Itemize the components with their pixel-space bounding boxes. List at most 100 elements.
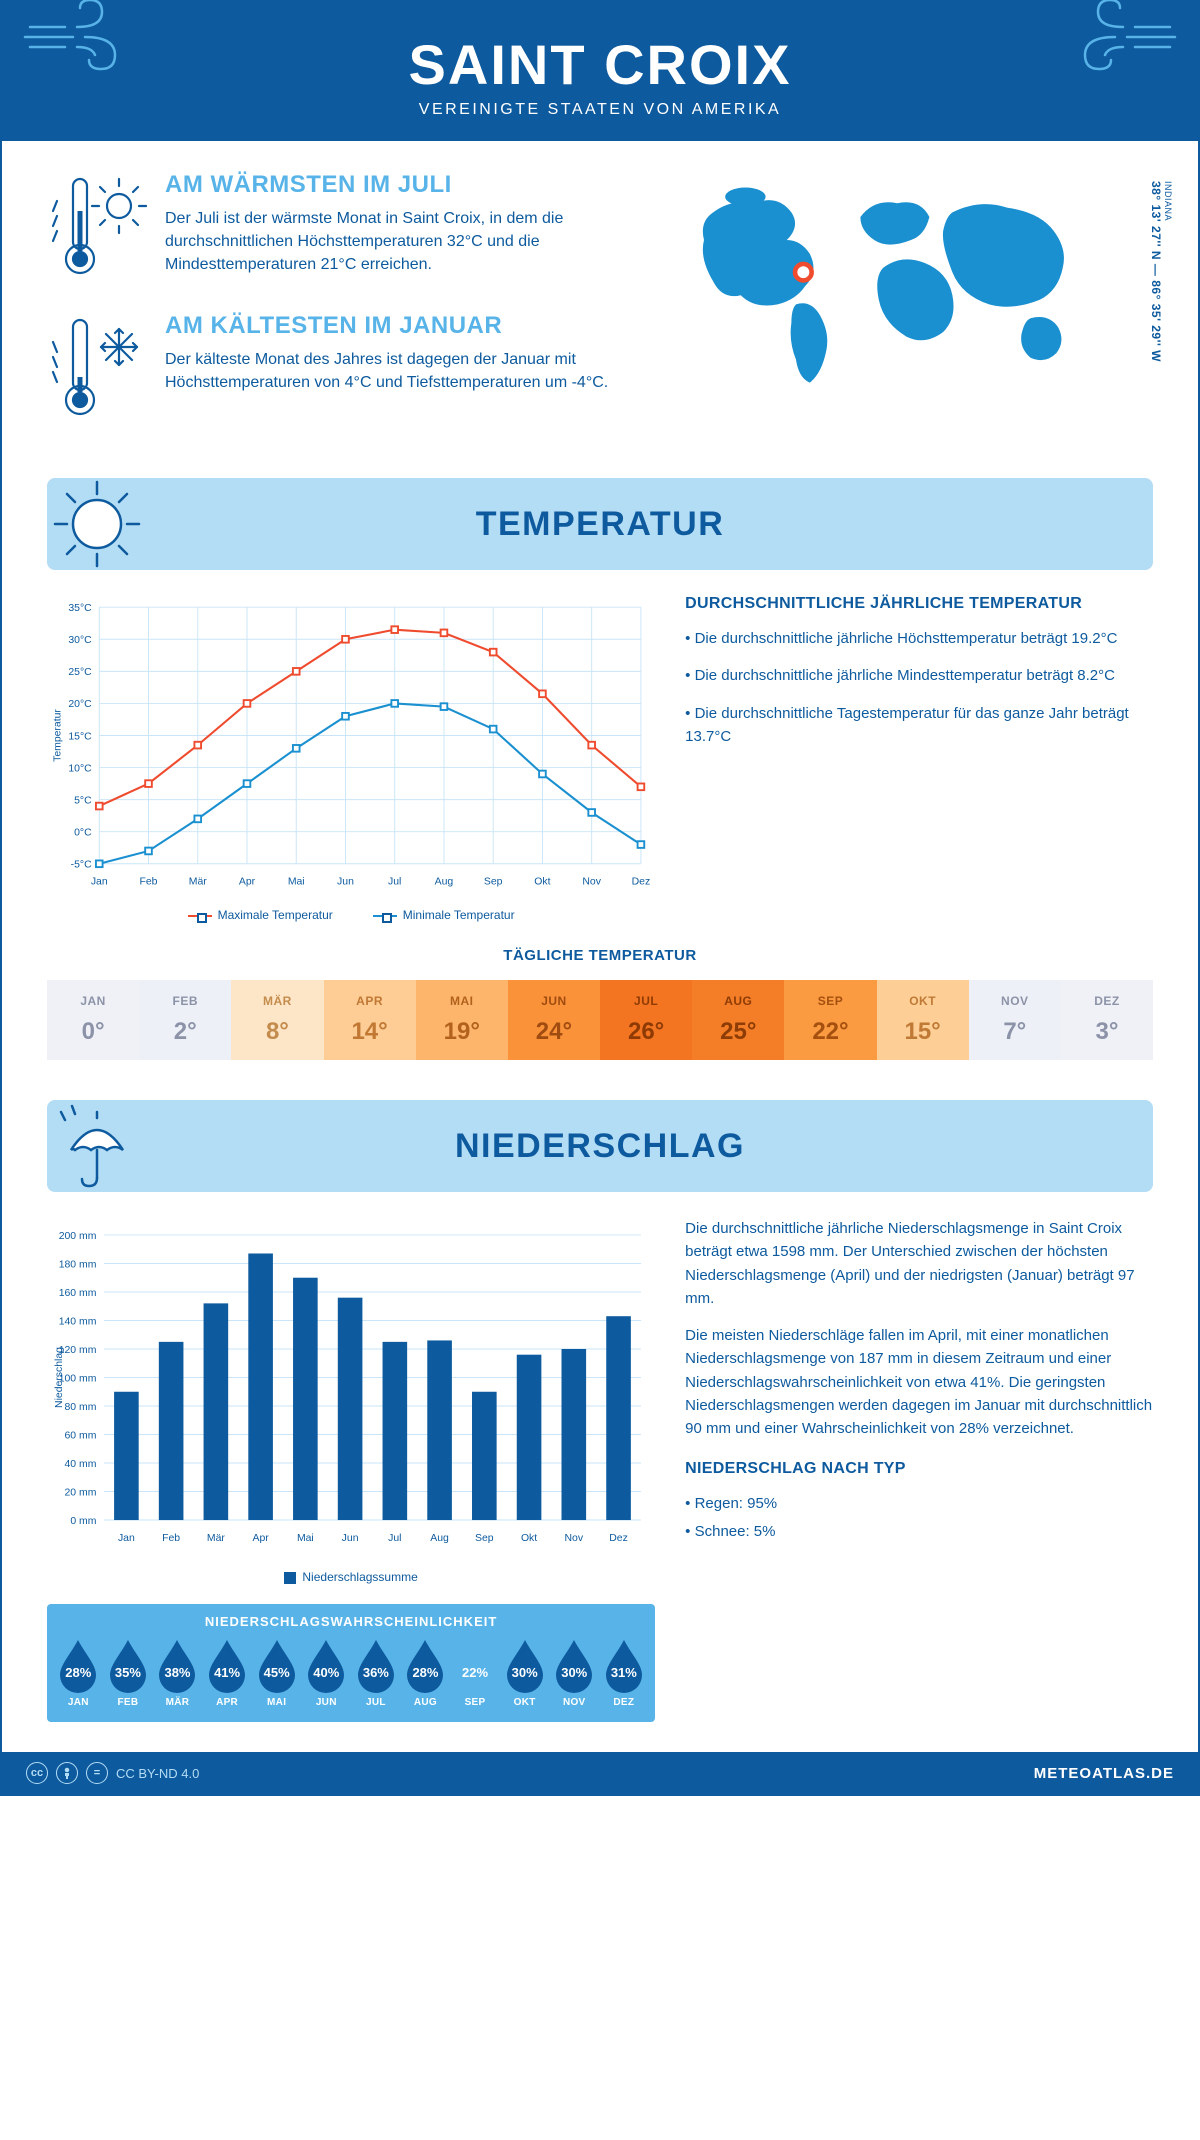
temp-cell: MAI 19°: [416, 980, 508, 1060]
temp-cell-month: SEP: [784, 994, 876, 1008]
precipitation-row: 0 mm20 mm40 mm60 mm80 mm100 mm120 mm140 …: [47, 1217, 1153, 1722]
drop-percent: 41%: [204, 1665, 251, 1680]
drop-cell: 30% NOV: [551, 1637, 598, 1708]
precipitation-probability-box: NIEDERSCHLAGSWAHRSCHEINLICHKEIT 28% JAN …: [47, 1604, 655, 1722]
drop-percent: 30%: [551, 1665, 598, 1680]
daily-temperature: TÄGLICHE TEMPERATUR JAN 0° FEB 2° MÄR 8°…: [47, 947, 1153, 1060]
svg-text:20 mm: 20 mm: [65, 1487, 97, 1498]
svg-text:180 mm: 180 mm: [59, 1259, 97, 1270]
svg-text:35°C: 35°C: [68, 603, 92, 614]
coords-value: 38° 13' 27'' N — 86° 35' 29'' W: [1149, 181, 1163, 362]
drop-month: AUG: [402, 1697, 449, 1708]
drop-percent: 28%: [402, 1665, 449, 1680]
svg-text:40 mm: 40 mm: [65, 1459, 97, 1470]
temp-cell-month: JUL: [600, 994, 692, 1008]
drop-percent: 45%: [253, 1665, 300, 1680]
svg-text:-5°C: -5°C: [71, 860, 92, 871]
drop-cell: 41% APR: [204, 1637, 251, 1708]
drop-cell: 38% MÄR: [154, 1637, 201, 1708]
temp-cell-month: MÄR: [231, 994, 323, 1008]
temp-cell-value: 2°: [139, 1018, 231, 1046]
drop-month: DEZ: [601, 1697, 648, 1708]
svg-text:Niederschlag: Niederschlag: [54, 1347, 65, 1408]
svg-text:Apr: Apr: [252, 1533, 269, 1544]
umbrella-icon: [47, 1100, 147, 1192]
drop-icon: 30%: [551, 1637, 598, 1693]
site-name: METEOATLAS.DE: [1034, 1765, 1174, 1782]
temp-cell-month: OKT: [877, 994, 969, 1008]
temp-cell: JUN 24°: [508, 980, 600, 1060]
svg-text:Jan: Jan: [118, 1533, 135, 1544]
svg-text:20°C: 20°C: [68, 699, 92, 710]
coldest-text: Der kälteste Monat des Jahres ist dagege…: [165, 348, 611, 394]
drop-percent: 38%: [154, 1665, 201, 1680]
temp-cell: MÄR 8°: [231, 980, 323, 1060]
temp-cell: AUG 25°: [692, 980, 784, 1060]
svg-text:Temperatur: Temperatur: [52, 709, 63, 762]
drop-month: MAI: [253, 1697, 300, 1708]
svg-text:5°C: 5°C: [74, 795, 92, 806]
temperature-section-header: TEMPERATUR: [47, 478, 1153, 570]
footer: cc = CC BY-ND 4.0 METEOATLAS.DE: [2, 1752, 1198, 1794]
map-column: INDIANA 38° 13' 27'' N — 86° 35' 29'' W: [641, 171, 1153, 453]
temp-cell-month: JAN: [47, 994, 139, 1008]
temp-cell-month: JUN: [508, 994, 600, 1008]
temp-cell-value: 7°: [969, 1018, 1061, 1046]
header: SAINT CROIX VEREINIGTE STAATEN VON AMERI…: [2, 2, 1198, 141]
svg-text:60 mm: 60 mm: [65, 1430, 97, 1441]
svg-text:30°C: 30°C: [68, 635, 92, 646]
coordinates-label: INDIANA 38° 13' 27'' N — 86° 35' 29'' W: [1149, 181, 1173, 362]
temp-bullet-2: • Die durchschnittliche jährliche Mindes…: [685, 664, 1153, 687]
temp-cell: OKT 15°: [877, 980, 969, 1060]
warmest-title: AM WÄRMSTEN IM JULI: [165, 171, 611, 199]
svg-text:Jun: Jun: [337, 877, 354, 888]
drop-icon: 31%: [601, 1637, 648, 1693]
svg-text:0°C: 0°C: [74, 828, 92, 839]
drop-percent: 28%: [55, 1665, 102, 1680]
drop-icon: 40%: [303, 1637, 350, 1693]
prob-heading: NIEDERSCHLAGSWAHRSCHEINLICHKEIT: [55, 1604, 647, 1637]
temp-cell: APR 14°: [324, 980, 416, 1060]
wind-icon: [1058, 0, 1178, 92]
svg-text:Sep: Sep: [484, 877, 503, 888]
drop-cell: 30% OKT: [501, 1637, 548, 1708]
precipitation-summary: Die durchschnittliche jährliche Niedersc…: [685, 1217, 1153, 1722]
temperature-chart: -5°C0°C5°C10°C15°C20°C25°C30°C35°CJanFeb…: [47, 595, 655, 922]
content: AM WÄRMSTEN IM JULI Der Juli ist der wär…: [2, 141, 1198, 1752]
svg-text:140 mm: 140 mm: [59, 1316, 97, 1327]
drop-month: FEB: [105, 1697, 152, 1708]
svg-text:25°C: 25°C: [68, 667, 92, 678]
coldest-fact: AM KÄLTESTEN IM JANUAR Der kälteste Mona…: [47, 312, 611, 427]
drop-percent: 30%: [501, 1665, 548, 1680]
page-title: SAINT CROIX: [22, 32, 1178, 97]
temp-cell-month: FEB: [139, 994, 231, 1008]
license: cc = CC BY-ND 4.0: [26, 1762, 199, 1784]
drop-percent: 35%: [105, 1665, 152, 1680]
state-label: INDIANA: [1163, 181, 1173, 358]
drop-cell: 28% JAN: [55, 1637, 102, 1708]
svg-text:Feb: Feb: [140, 877, 158, 888]
temperature-summary: DURCHSCHNITTLICHE JÄHRLICHE TEMPERATUR •…: [685, 595, 1153, 922]
temp-cell: FEB 2°: [139, 980, 231, 1060]
temp-cell-month: AUG: [692, 994, 784, 1008]
temperature-legend: Maximale Temperatur Minimale Temperatur: [47, 908, 655, 922]
precip-type-1: • Regen: 95%: [685, 1492, 1153, 1515]
svg-text:160 mm: 160 mm: [59, 1288, 97, 1299]
precip-p1: Die durchschnittliche jährliche Niedersc…: [685, 1217, 1153, 1310]
temp-cell: NOV 7°: [969, 980, 1061, 1060]
temp-cell-month: APR: [324, 994, 416, 1008]
svg-text:Aug: Aug: [430, 1533, 449, 1544]
precipitation-section-header: NIEDERSCHLAG: [47, 1100, 1153, 1192]
svg-text:15°C: 15°C: [68, 731, 92, 742]
thermometer-cold-icon: [47, 312, 147, 427]
temp-cell: SEP 22°: [784, 980, 876, 1060]
world-map: [641, 171, 1153, 401]
daily-temp-grid: JAN 0° FEB 2° MÄR 8° APR 14° MAI 19° JUN…: [47, 980, 1153, 1060]
temp-cell-value: 24°: [508, 1018, 600, 1046]
temp-cell-value: 25°: [692, 1018, 784, 1046]
temp-cell-month: MAI: [416, 994, 508, 1008]
cc-icon: cc: [26, 1762, 48, 1784]
drop-icon: 22%: [452, 1637, 499, 1693]
probability-drops: 28% JAN 35% FEB 38% MÄR 41% APR: [55, 1637, 647, 1708]
svg-text:Nov: Nov: [582, 877, 601, 888]
